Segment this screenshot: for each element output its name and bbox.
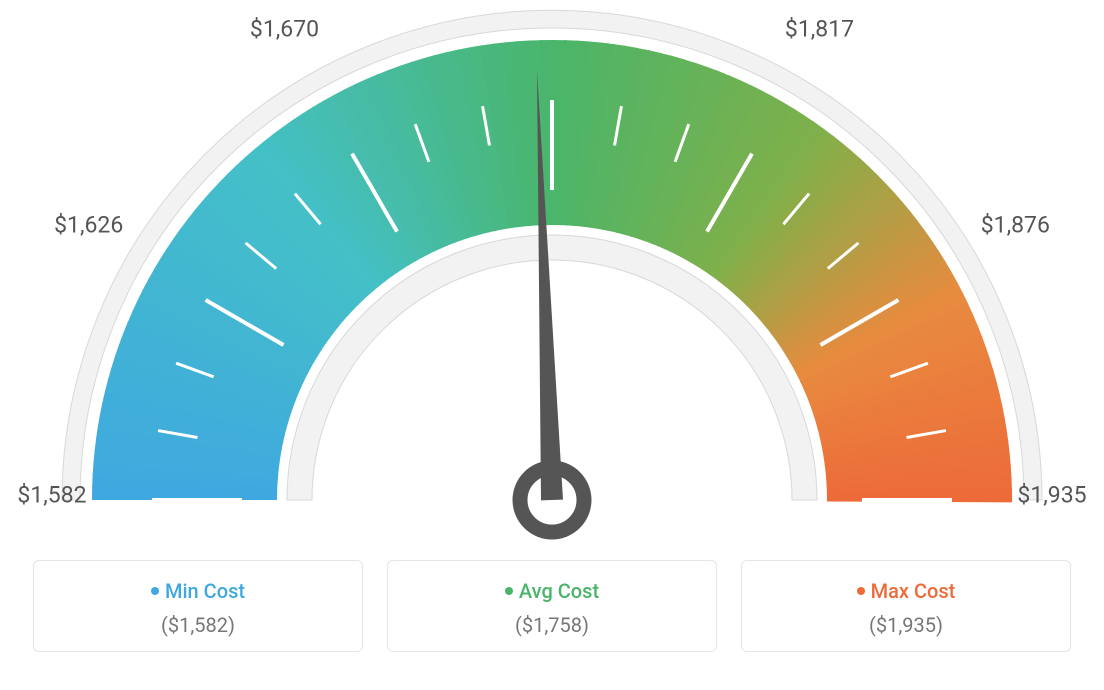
cost-gauge: $1,582$1,626$1,670$1,758$1,817$1,876$1,9… — [0, 0, 1104, 560]
legend-card-max: Max Cost ($1,935) — [741, 560, 1071, 652]
dot-icon — [505, 587, 513, 595]
legend-card-min: Min Cost ($1,582) — [33, 560, 363, 652]
legend-label: Avg Cost — [519, 579, 599, 603]
gauge-scale-label: $1,582 — [17, 482, 86, 509]
gauge-scale-label: $1,817 — [785, 15, 854, 42]
legend-value-avg: ($1,758) — [388, 613, 716, 637]
legend-label: Max Cost — [871, 579, 956, 603]
legend-title-min: Min Cost — [34, 579, 362, 603]
gauge-scale-label: $1,876 — [981, 211, 1050, 238]
gauge-svg — [0, 0, 1104, 560]
gauge-scale-label: $1,670 — [250, 15, 319, 42]
legend-value-min: ($1,582) — [34, 613, 362, 637]
legend-label: Min Cost — [165, 579, 245, 603]
legend-card-avg: Avg Cost ($1,758) — [387, 560, 717, 652]
dot-icon — [151, 587, 159, 595]
gauge-scale-label: $1,935 — [1017, 482, 1086, 509]
gauge-scale-label: $1,626 — [54, 211, 123, 238]
legend-title-max: Max Cost — [742, 579, 1070, 603]
legend-title-avg: Avg Cost — [388, 579, 716, 603]
dot-icon — [857, 587, 865, 595]
legend-value-max: ($1,935) — [742, 613, 1070, 637]
legend-row: Min Cost ($1,582) Avg Cost ($1,758) Max … — [0, 560, 1104, 652]
